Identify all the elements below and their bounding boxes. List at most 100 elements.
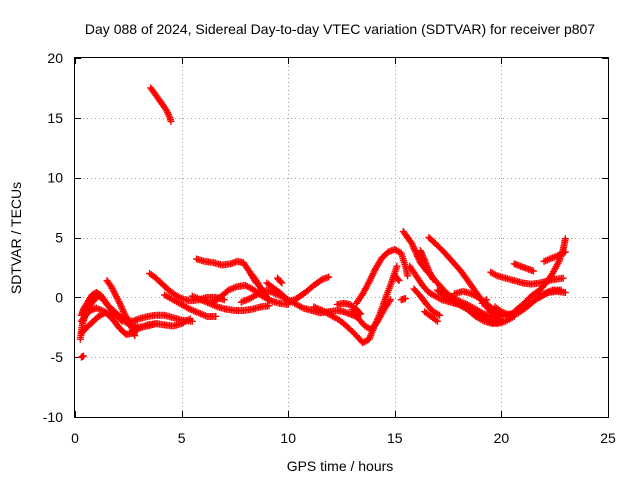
data-point xyxy=(387,296,395,304)
series-arc-10 xyxy=(188,292,273,314)
data-point xyxy=(481,297,489,305)
data-point xyxy=(212,312,220,320)
y-tick-label: 0 xyxy=(55,289,63,305)
x-axis-label: GPS time / hours xyxy=(287,458,394,474)
data-point xyxy=(404,272,412,280)
data-point xyxy=(394,275,402,283)
data-points xyxy=(76,84,569,361)
x-tick-label: 20 xyxy=(494,430,510,446)
data-point xyxy=(116,299,124,307)
data-point xyxy=(167,117,175,125)
data-point xyxy=(176,294,184,302)
series-arc-38 xyxy=(540,248,569,265)
data-point xyxy=(529,267,537,275)
data-point xyxy=(325,273,333,281)
data-point xyxy=(278,279,286,287)
data-point xyxy=(220,296,228,304)
data-point xyxy=(482,296,490,304)
data-point xyxy=(420,255,428,263)
data-point xyxy=(561,235,569,243)
data-point xyxy=(395,277,403,285)
data-point xyxy=(117,303,125,311)
data-point xyxy=(411,247,419,255)
data-point xyxy=(561,289,569,297)
plot-frame xyxy=(74,57,609,418)
y-tick-label: 20 xyxy=(47,50,63,66)
data-point xyxy=(131,332,139,340)
y-tick-label: -10 xyxy=(43,409,63,425)
series-arc-07 xyxy=(147,84,175,125)
series-arc-37 xyxy=(536,287,569,301)
data-point xyxy=(416,247,424,255)
data-point xyxy=(118,304,126,312)
data-point xyxy=(116,301,124,309)
data-point xyxy=(560,249,568,257)
data-point xyxy=(418,250,426,258)
data-point xyxy=(408,239,416,247)
y-tick-label: 5 xyxy=(55,230,63,246)
x-tick-label: 25 xyxy=(600,430,616,446)
data-point xyxy=(429,275,437,283)
data-point xyxy=(412,249,420,257)
data-point xyxy=(559,274,567,282)
series-arc-36 xyxy=(510,260,537,275)
data-point xyxy=(433,317,441,325)
data-point xyxy=(186,315,194,323)
x-tick-labels: 0 5 10 15 20 25 xyxy=(71,430,616,446)
data-point xyxy=(99,310,107,318)
series-arc-26 xyxy=(410,285,444,319)
y-tick-label: -5 xyxy=(51,349,64,365)
series-arc-21 xyxy=(352,245,412,307)
series-arc-16 xyxy=(274,274,286,287)
data-point xyxy=(125,320,133,328)
data-point xyxy=(409,243,417,251)
series-arc-09 xyxy=(161,291,220,320)
data-point xyxy=(419,253,427,261)
series-arc-28 xyxy=(421,308,441,325)
grid xyxy=(75,58,608,417)
series-arc-30 xyxy=(433,286,518,328)
series-arc-27 xyxy=(416,247,437,283)
data-point xyxy=(492,271,500,279)
data-point xyxy=(152,320,160,328)
data-point xyxy=(413,251,421,259)
series-arc-32 xyxy=(478,296,490,307)
data-point xyxy=(277,278,285,286)
data-point xyxy=(436,295,444,303)
data-point xyxy=(409,241,417,249)
data-point xyxy=(401,295,409,303)
chart-title: Day 088 of 2024, Sidereal Day-to-day VTE… xyxy=(85,21,595,37)
data-point xyxy=(80,352,88,360)
series-arc-23 xyxy=(397,295,409,304)
series-arc-20 xyxy=(348,296,395,334)
series-arc-35 xyxy=(510,235,569,316)
data-point xyxy=(393,262,401,270)
data-point xyxy=(410,244,418,252)
x-tick-label: 15 xyxy=(387,430,403,446)
series-arc-14 xyxy=(248,271,273,305)
y-tick-label: 15 xyxy=(47,110,63,126)
data-point xyxy=(434,310,442,318)
data-point xyxy=(385,297,393,305)
data-point xyxy=(417,248,425,256)
data-point xyxy=(265,297,273,305)
series-arc-22 xyxy=(391,272,403,285)
data-point xyxy=(432,316,440,324)
data-point xyxy=(414,252,422,260)
x-tick-label: 5 xyxy=(178,430,186,446)
data-point xyxy=(414,254,422,262)
data-point xyxy=(411,246,419,254)
data-point xyxy=(436,311,444,319)
x-tick-label: 10 xyxy=(280,430,296,446)
y-tick-label: 10 xyxy=(47,170,63,186)
series-arc-05 xyxy=(77,352,88,361)
data-point xyxy=(561,248,569,256)
series-arc-33 xyxy=(487,268,567,288)
data-point xyxy=(415,255,423,263)
data-point xyxy=(119,307,127,315)
y-tick-labels: -10 -5 0 5 10 15 20 xyxy=(43,50,63,425)
series-arc-06 xyxy=(77,309,160,337)
data-point xyxy=(119,306,127,314)
